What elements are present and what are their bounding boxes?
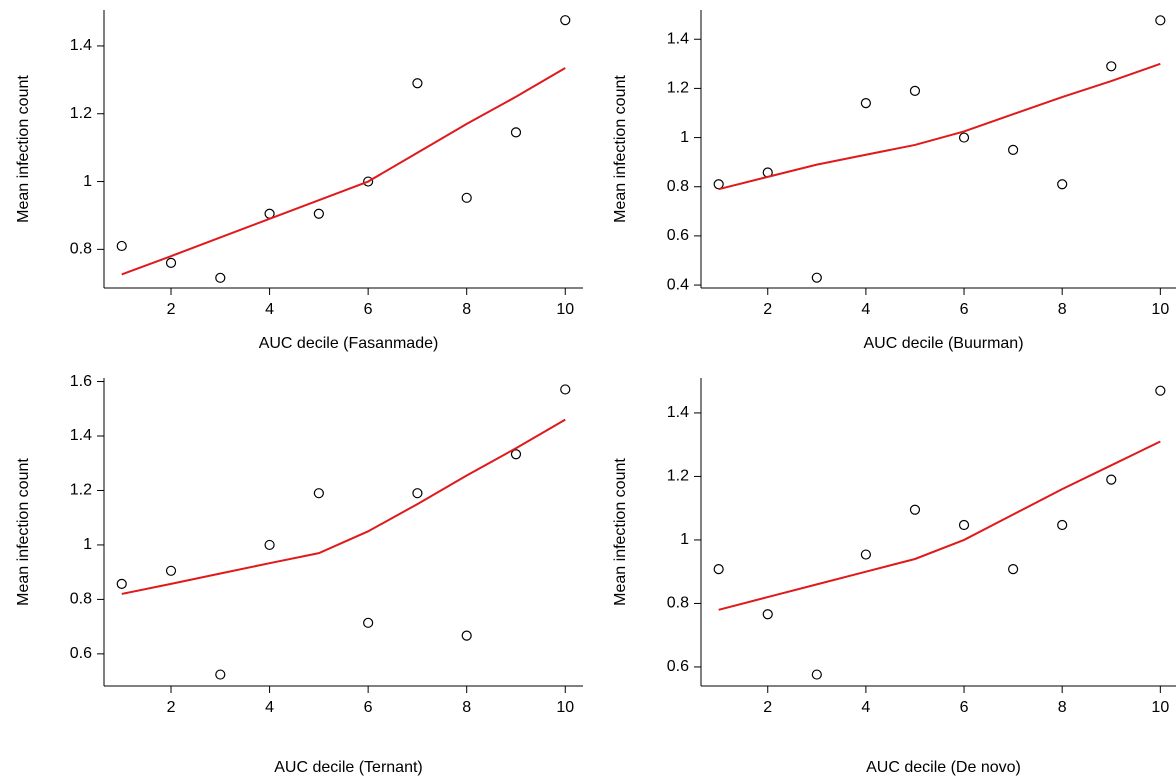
data-point — [363, 617, 374, 628]
data-point — [412, 488, 423, 499]
y-tick-label: 0.8 — [667, 595, 689, 612]
data-point — [958, 132, 970, 143]
y-tick-label: 1.4 — [70, 37, 92, 54]
data-point — [1057, 179, 1068, 190]
data-point — [363, 176, 374, 187]
x-axis-label: AUC decile (De novo) — [866, 759, 1021, 776]
data-point — [461, 192, 472, 203]
data-point — [560, 15, 571, 26]
y-axis-label: Mean infection count — [15, 458, 32, 606]
data-point — [958, 519, 970, 531]
y-tick-label: 1.2 — [70, 105, 92, 122]
data-point — [1057, 519, 1068, 531]
data-point — [461, 630, 472, 641]
data-point — [560, 384, 571, 395]
x-tick-label: 10 — [1151, 699, 1169, 716]
data-point — [264, 539, 275, 551]
x-axis-label: AUC decile (Fasanmade) — [259, 335, 439, 352]
data-point — [1008, 564, 1019, 575]
data-point — [412, 78, 423, 89]
data-point — [313, 208, 324, 219]
data-point — [909, 504, 921, 515]
x-tick-label: 6 — [364, 699, 373, 716]
x-tick-label: 6 — [960, 301, 969, 318]
y-tick-label: 0.8 — [667, 178, 689, 195]
data-point — [909, 85, 921, 96]
fit-line — [718, 440, 1161, 611]
x-tick-label: 2 — [763, 301, 772, 318]
y-tick-label: 1.2 — [667, 80, 689, 97]
x-tick-label: 6 — [364, 301, 373, 318]
data-point — [1106, 61, 1117, 72]
data-point — [811, 272, 822, 283]
y-tick-label: 1.4 — [667, 30, 689, 47]
y-tick-label: 1 — [680, 531, 689, 548]
x-tick-label: 4 — [861, 301, 870, 318]
x-axis-label: AUC decile (Ternant) — [274, 759, 423, 776]
fit-line — [121, 418, 566, 595]
y-tick-label: 0.8 — [70, 591, 92, 608]
x-tick-label: 4 — [265, 699, 274, 716]
x-tick-label: 2 — [167, 301, 176, 318]
data-point — [510, 127, 522, 138]
data-point — [860, 549, 871, 560]
y-tick-label: 0.6 — [70, 645, 92, 662]
y-tick-label: 1 — [680, 129, 689, 146]
x-tick-label: 4 — [265, 301, 274, 318]
x-tick-label: 8 — [1058, 699, 1067, 716]
data-point — [165, 257, 177, 269]
data-point — [165, 565, 177, 576]
data-point — [1106, 474, 1117, 485]
data-point — [1008, 144, 1019, 155]
fit-line — [718, 62, 1161, 191]
fit-line — [121, 67, 566, 276]
x-tick-label: 10 — [556, 699, 574, 716]
y-tick-label: 0.6 — [667, 658, 689, 675]
y-tick-label: 1.6 — [70, 373, 92, 390]
x-axis-label: AUC decile (Buurman) — [863, 335, 1023, 352]
data-point — [215, 669, 226, 680]
data-point — [215, 272, 226, 283]
x-tick-label: 10 — [1151, 301, 1169, 318]
data-point — [313, 488, 324, 499]
data-point — [1155, 385, 1166, 396]
y-axis-label: Mean infection count — [15, 75, 32, 223]
x-tick-label: 2 — [763, 699, 772, 716]
y-axis-label: Mean infection count — [612, 75, 629, 223]
y-axis-label: Mean infection count — [612, 458, 629, 606]
y-tick-label: 0.8 — [70, 241, 92, 258]
data-point — [713, 564, 724, 575]
x-tick-label: 8 — [462, 699, 471, 716]
data-point — [811, 669, 822, 680]
x-tick-label: 4 — [861, 699, 870, 716]
data-point — [762, 609, 773, 620]
x-tick-label: 8 — [1058, 301, 1067, 318]
y-tick-label: 1 — [83, 173, 92, 190]
x-tick-label: 2 — [167, 699, 176, 716]
y-tick-label: 1 — [83, 536, 92, 553]
x-tick-label: 10 — [556, 301, 574, 318]
y-tick-label: 1.2 — [667, 468, 689, 485]
data-point — [1155, 15, 1166, 26]
data-point — [116, 240, 127, 252]
y-tick-label: 0.6 — [667, 227, 689, 244]
x-tick-label: 6 — [960, 699, 969, 716]
x-tick-label: 8 — [462, 301, 471, 318]
data-point — [510, 449, 522, 460]
y-tick-label: 1.4 — [667, 404, 689, 421]
y-tick-label: 1.4 — [70, 427, 92, 444]
y-tick-label: 0.4 — [667, 276, 689, 293]
data-point — [116, 578, 127, 589]
data-point — [860, 98, 871, 109]
y-tick-label: 1.2 — [70, 482, 92, 499]
